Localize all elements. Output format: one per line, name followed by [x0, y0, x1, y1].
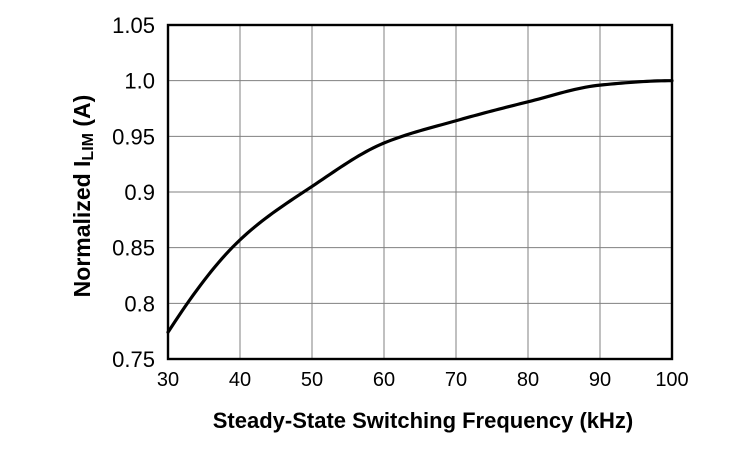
svg-text:0.9: 0.9	[124, 180, 155, 205]
svg-text:30: 30	[157, 369, 179, 391]
svg-text:80: 80	[517, 369, 539, 391]
svg-text:100: 100	[655, 369, 688, 391]
svg-text:0.95: 0.95	[112, 124, 155, 149]
svg-text:50: 50	[301, 369, 323, 391]
svg-text:90: 90	[589, 369, 611, 391]
svg-text:70: 70	[445, 369, 467, 391]
svg-text:60: 60	[373, 369, 395, 391]
svg-text:Normalized ILIM (A): Normalized ILIM (A)	[69, 95, 97, 298]
svg-text:1.0: 1.0	[124, 69, 155, 94]
svg-text:1.05: 1.05	[112, 13, 155, 38]
svg-text:0.75: 0.75	[112, 347, 155, 372]
svg-text:40: 40	[229, 369, 251, 391]
svg-text:0.85: 0.85	[112, 236, 155, 261]
svg-text:0.8: 0.8	[124, 291, 155, 316]
svg-text:Steady-State Switching Frequen: Steady-State Switching Frequency (kHz)	[213, 408, 634, 433]
